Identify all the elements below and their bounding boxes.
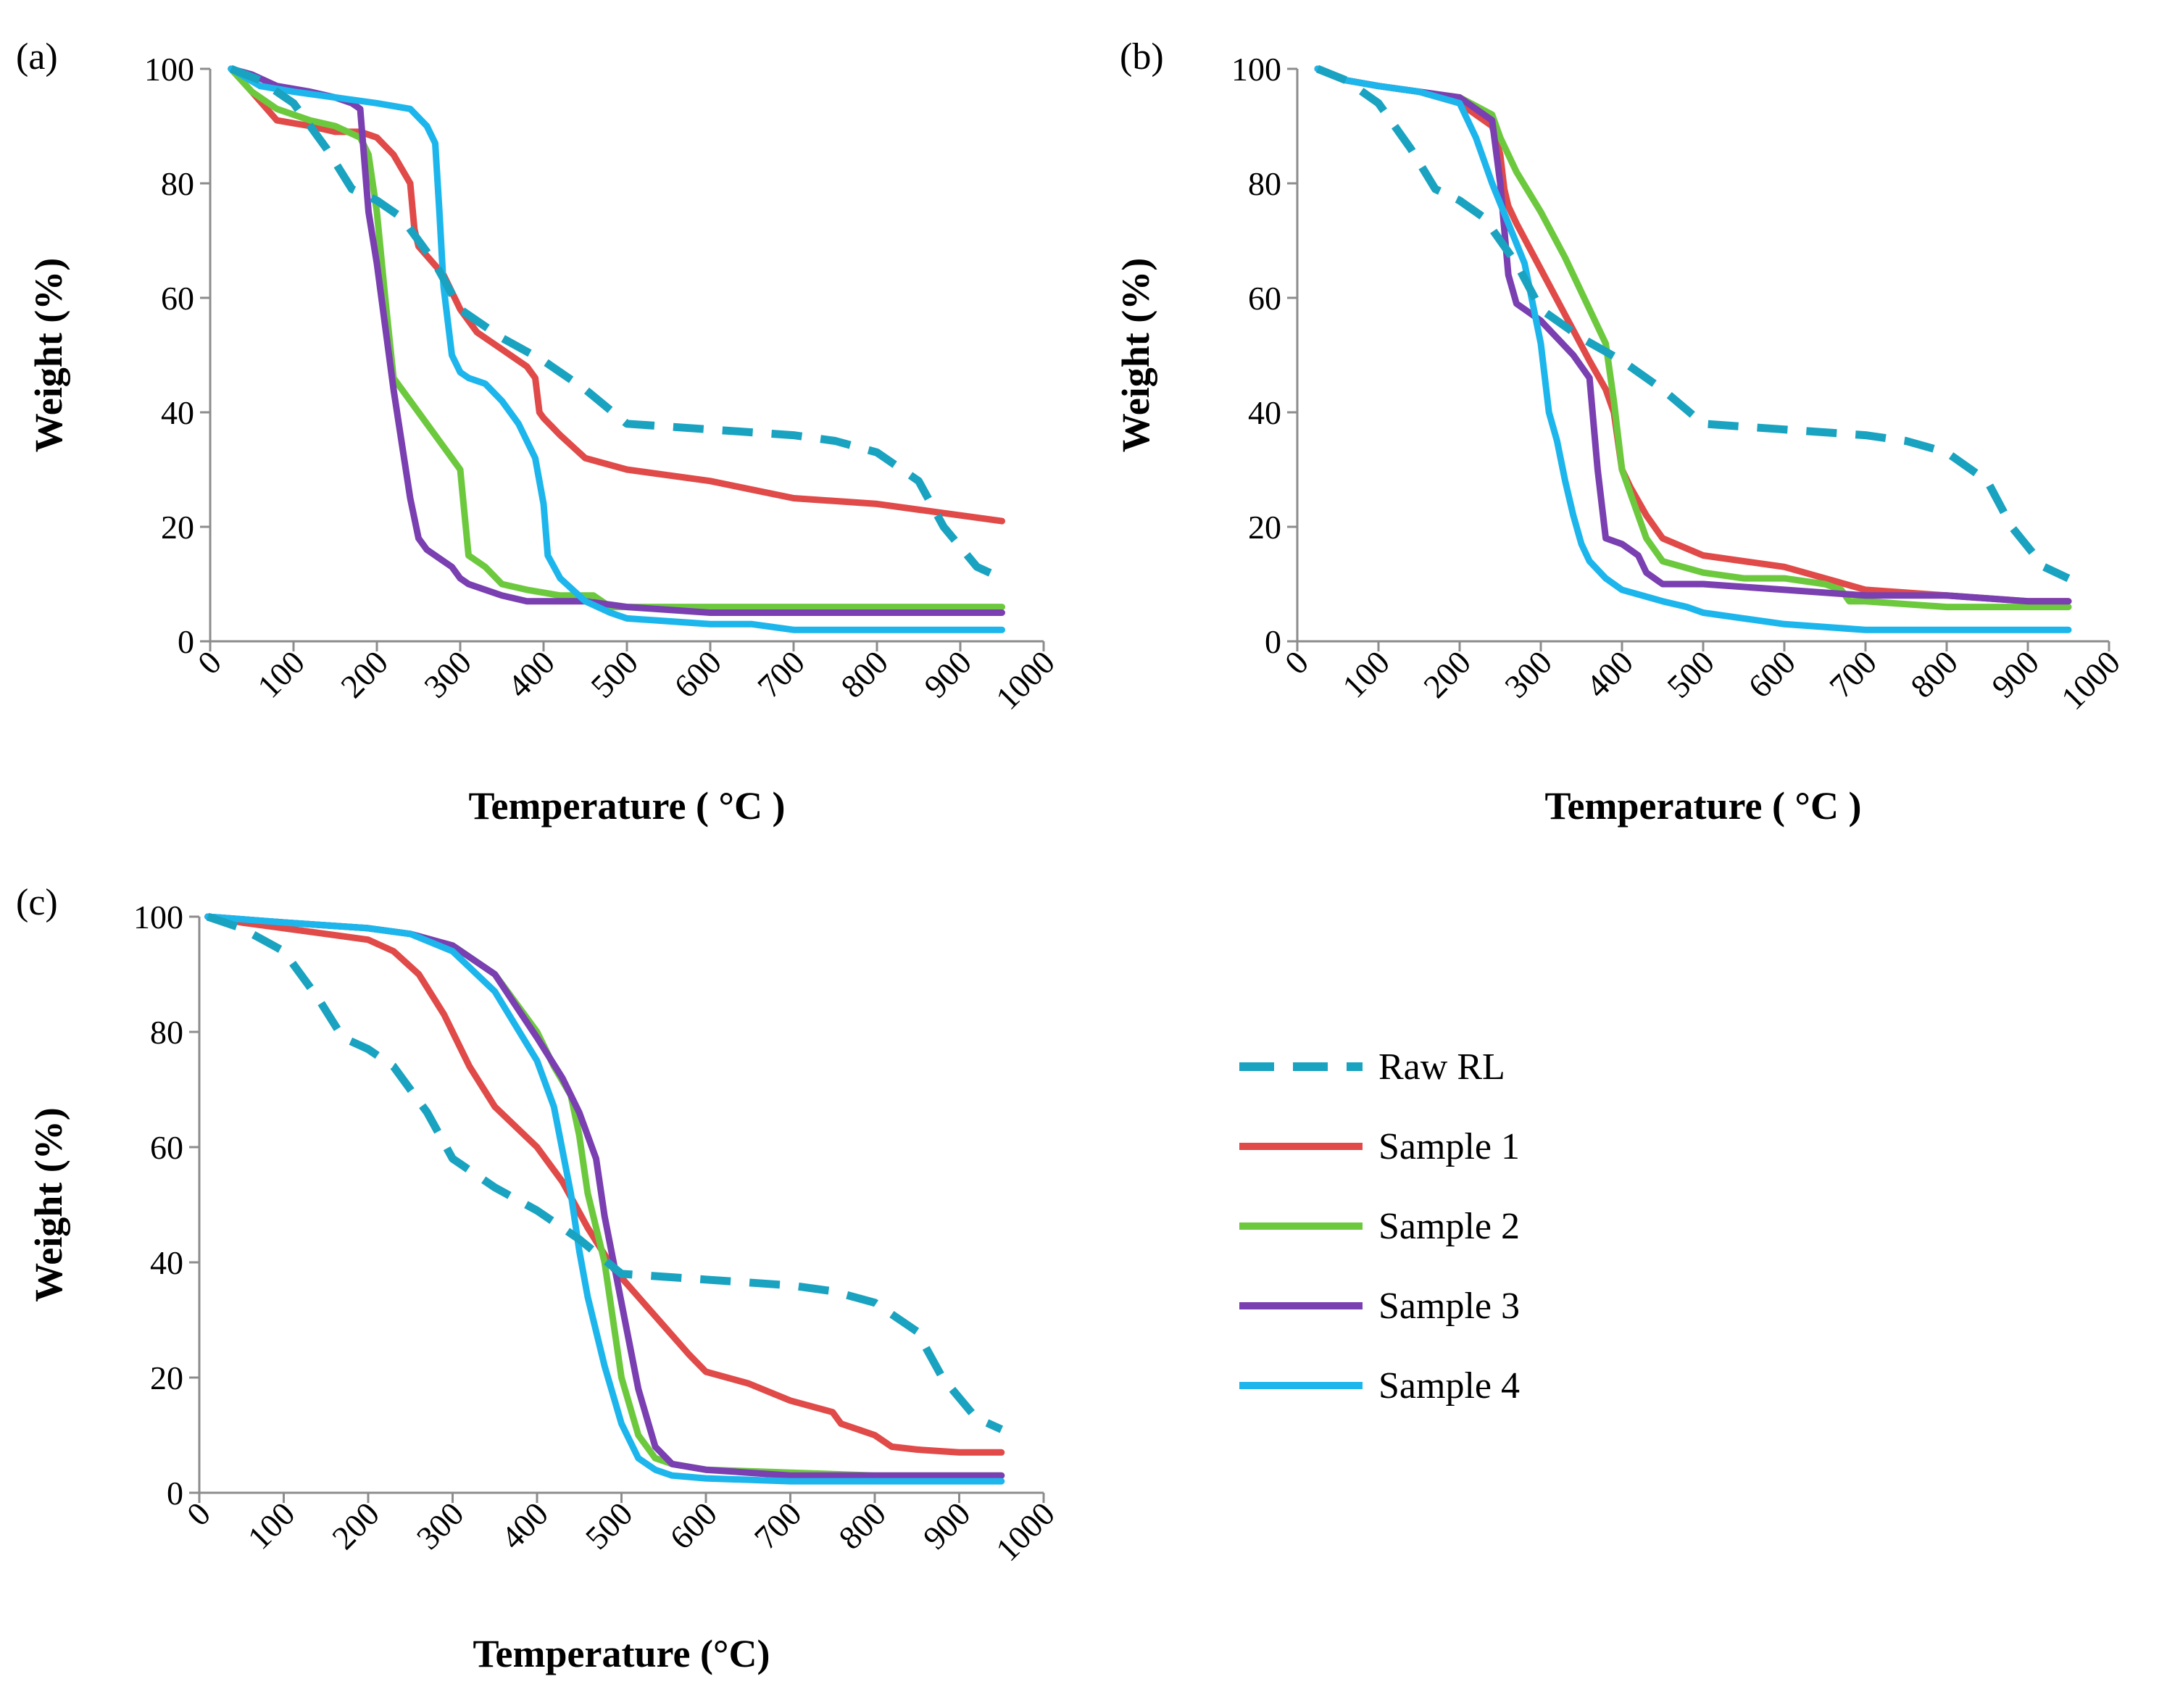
x-tick-label: 900 bbox=[1984, 643, 2046, 705]
series-line-sample-4 bbox=[228, 65, 1005, 633]
x-tick-label: 200 bbox=[1416, 643, 1478, 705]
series-line-sample-1 bbox=[204, 913, 1005, 1456]
series-line-sample-4 bbox=[204, 913, 1005, 1485]
x-tick-label: 100 bbox=[241, 1495, 302, 1557]
y-tick-label: 20 bbox=[161, 509, 194, 546]
x-tick-label: 1000 bbox=[2054, 643, 2127, 717]
y-tick-label: 40 bbox=[161, 394, 194, 431]
y-tick-label: 60 bbox=[161, 280, 194, 317]
x-tick-label: 800 bbox=[833, 643, 895, 705]
panel-label: (b) bbox=[1120, 36, 1164, 78]
y-tick-label: 0 bbox=[1265, 623, 1281, 660]
series-line-sample-4 bbox=[1314, 65, 2072, 633]
x-tick-label: 600 bbox=[1741, 643, 1802, 705]
x-axis-title: Temperature ( °C ) bbox=[1544, 784, 1861, 828]
x-tick-label: 1000 bbox=[989, 643, 1062, 717]
y-tick-label: 40 bbox=[150, 1244, 183, 1281]
y-tick-label: 100 bbox=[1231, 51, 1281, 88]
x-tick-label: 200 bbox=[333, 643, 395, 705]
x-tick-label: 600 bbox=[662, 1495, 724, 1557]
series-line-sample-3 bbox=[228, 65, 1005, 616]
x-tick-label: 600 bbox=[667, 643, 728, 705]
y-tick-label: 40 bbox=[1248, 394, 1281, 431]
y-axis-title: Weight (%) bbox=[27, 258, 70, 452]
y-tick-label: 80 bbox=[150, 1014, 183, 1051]
panel-label: (c) bbox=[16, 882, 58, 923]
x-tick-label: 400 bbox=[1579, 643, 1640, 705]
x-tick-label: 400 bbox=[500, 643, 562, 705]
x-tick-label: 500 bbox=[578, 1495, 640, 1557]
series-line-sample-3 bbox=[1314, 65, 2072, 605]
panel-label: (a) bbox=[16, 36, 58, 78]
legend-label-sample-1: Sample 1 bbox=[1378, 1126, 1520, 1167]
series-line-sample-2 bbox=[228, 65, 1005, 611]
legend-label-sample-2: Sample 2 bbox=[1378, 1206, 1520, 1247]
y-tick-label: 20 bbox=[150, 1359, 183, 1396]
x-tick-label: 1000 bbox=[989, 1495, 1062, 1568]
y-tick-label: 60 bbox=[150, 1129, 183, 1166]
x-tick-label: 800 bbox=[831, 1495, 893, 1557]
x-tick-label: 200 bbox=[325, 1495, 386, 1557]
x-tick-label: 400 bbox=[494, 1495, 555, 1557]
x-tick-label: 500 bbox=[583, 643, 645, 705]
y-tick-label: 80 bbox=[1248, 165, 1281, 202]
y-tick-label: 60 bbox=[1248, 280, 1281, 317]
chart-panel-c: (c) 0 20 40 60 80 1000 100 200 300 400 500 600 700 800… bbox=[16, 882, 1062, 1675]
series-line-sample-3 bbox=[204, 913, 1005, 1479]
y-axis-title: Weight (%) bbox=[1114, 258, 1157, 452]
x-tick-label: 700 bbox=[750, 643, 812, 705]
x-tick-label: 900 bbox=[916, 1495, 978, 1557]
y-tick-label: 0 bbox=[178, 623, 194, 660]
series-line-sample-2 bbox=[1314, 65, 2072, 611]
series-line-sample-1 bbox=[228, 65, 1005, 525]
series-line-raw-rl bbox=[229, 64, 1004, 583]
y-tick-label: 100 bbox=[144, 51, 194, 88]
x-tick-label: 700 bbox=[1822, 643, 1884, 705]
x-tick-label: 900 bbox=[917, 643, 978, 705]
chart-panel-b: (b) 0 20 40 60 80 1000 100 200 300 400 500 600 700 800… bbox=[1114, 36, 2127, 828]
x-tick-label: 500 bbox=[1660, 643, 1721, 705]
legend-label-sample-4: Sample 4 bbox=[1378, 1365, 1520, 1407]
legend-label-sample-3: Sample 3 bbox=[1378, 1286, 1520, 1327]
series-line-sample-1 bbox=[1314, 65, 2072, 605]
x-tick-label: 300 bbox=[409, 1495, 471, 1557]
y-tick-label: 100 bbox=[133, 899, 183, 936]
x-tick-label: 300 bbox=[1497, 643, 1559, 705]
x-axis-title: Temperature (°C) bbox=[473, 1632, 770, 1675]
x-tick-label: 300 bbox=[417, 643, 478, 705]
y-tick-label: 80 bbox=[161, 165, 194, 202]
chart-panel-a: (a) 0 20 40 60 80 1000 100 200 300 400 500 600 700 800… bbox=[16, 36, 1062, 828]
series-line-raw-rl bbox=[206, 912, 1004, 1433]
x-tick-label: 100 bbox=[1335, 643, 1397, 705]
legend-label-raw-rl: Raw RL bbox=[1378, 1046, 1505, 1088]
series-line-raw-rl bbox=[1315, 64, 2071, 583]
y-axis-title: Weight (%) bbox=[27, 1107, 70, 1301]
legend: Raw RL Sample 1 Sample 2 Sample 3 Sample 4 bbox=[1239, 1046, 1520, 1407]
y-tick-label: 0 bbox=[167, 1475, 183, 1512]
x-tick-label: 700 bbox=[747, 1495, 809, 1557]
x-tick-label: 800 bbox=[1903, 643, 1965, 705]
x-tick-label: 100 bbox=[250, 643, 312, 705]
y-tick-label: 20 bbox=[1248, 509, 1281, 546]
x-axis-title: Temperature ( °C ) bbox=[468, 784, 785, 828]
